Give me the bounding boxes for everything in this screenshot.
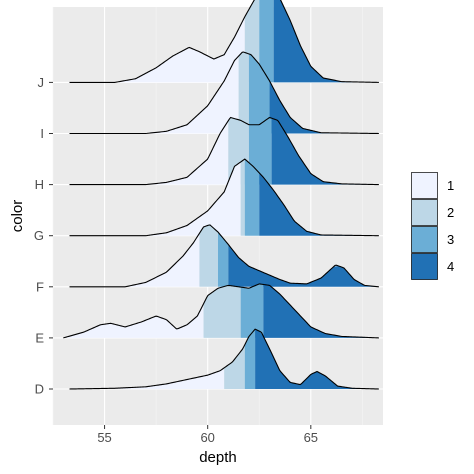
ridge-J-outline <box>69 0 379 83</box>
ridge-F-outline <box>69 224 379 288</box>
ridge-D-quartile-2 <box>224 344 245 389</box>
legend-label: 2 <box>447 205 454 220</box>
legend-swatch-2 <box>411 199 438 226</box>
y-axis: D E F G H I J <box>34 75 53 397</box>
x-tick-label: 65 <box>304 430 318 445</box>
y-tick-label: J <box>38 75 45 90</box>
y-tick-label: I <box>40 126 44 141</box>
ridge-E-outline <box>63 283 379 339</box>
ridge-F-quartile-3 <box>218 232 229 287</box>
legend-swatch-4 <box>411 253 438 280</box>
ridge-H-outline <box>69 116 379 186</box>
ridge-D-outline <box>69 328 379 390</box>
ridge-E <box>63 283 379 339</box>
ridge-E-quartile-4 <box>263 284 379 338</box>
ridge-F-quartile-4 <box>228 244 379 287</box>
y-tick-label: D <box>35 382 44 397</box>
ridge-G <box>69 158 379 237</box>
ridges <box>63 0 379 390</box>
y-axis-title: color <box>9 200 26 233</box>
y-tick-label: E <box>35 330 44 345</box>
ridge-F <box>69 224 379 288</box>
ridge-I-outline <box>69 51 379 135</box>
y-tick-label: F <box>36 279 44 294</box>
ridge-G-quartile-2 <box>240 159 245 236</box>
legend-label: 1 <box>447 178 454 193</box>
x-axis-title: depth <box>199 449 237 466</box>
ridge-E-quartile-2 <box>203 285 241 338</box>
ridge-G-outline <box>69 158 379 237</box>
legend: 1 2 3 4 <box>411 172 454 280</box>
ridge-D <box>69 328 379 390</box>
y-tick-label: H <box>35 177 44 192</box>
ridge-E-quartile-1 <box>63 303 204 338</box>
x-tick-label: 60 <box>200 430 214 445</box>
x-axis: 55 60 65 <box>97 425 318 445</box>
ridge-I-quartile-2 <box>238 51 249 134</box>
ridge-F-quartile-1 <box>69 233 200 287</box>
y-tick-label: G <box>34 228 44 243</box>
legend-swatch-1 <box>411 172 438 199</box>
ridge-H-quartile-4 <box>271 118 379 185</box>
ridge-I-quartile-1 <box>69 56 239 134</box>
ridge-I <box>69 51 379 135</box>
legend-swatch-3 <box>411 226 438 253</box>
ridge-G-quartile-4 <box>259 172 379 236</box>
ridge-J <box>69 0 379 83</box>
ridge-D-quartile-4 <box>255 329 379 389</box>
legend-label: 3 <box>447 232 454 247</box>
ridge-H-quartile-1 <box>69 120 229 185</box>
legend-label: 4 <box>447 259 454 274</box>
ridge-G-quartile-1 <box>69 161 241 236</box>
ridge-F-quartile-2 <box>199 224 218 287</box>
ridge-G-quartile-3 <box>244 159 260 236</box>
ridge-J-quartile-4 <box>273 0 379 83</box>
ridge-D-quartile-1 <box>69 367 225 389</box>
x-tick-label: 55 <box>97 430 111 445</box>
ridge-J-quartile-3 <box>259 0 274 83</box>
ridge-J-quartile-1 <box>69 16 245 83</box>
ridge-D-quartile-3 <box>244 329 256 389</box>
ridge-E-quartile-3 <box>240 283 264 338</box>
ridge-I-quartile-3 <box>248 53 270 134</box>
